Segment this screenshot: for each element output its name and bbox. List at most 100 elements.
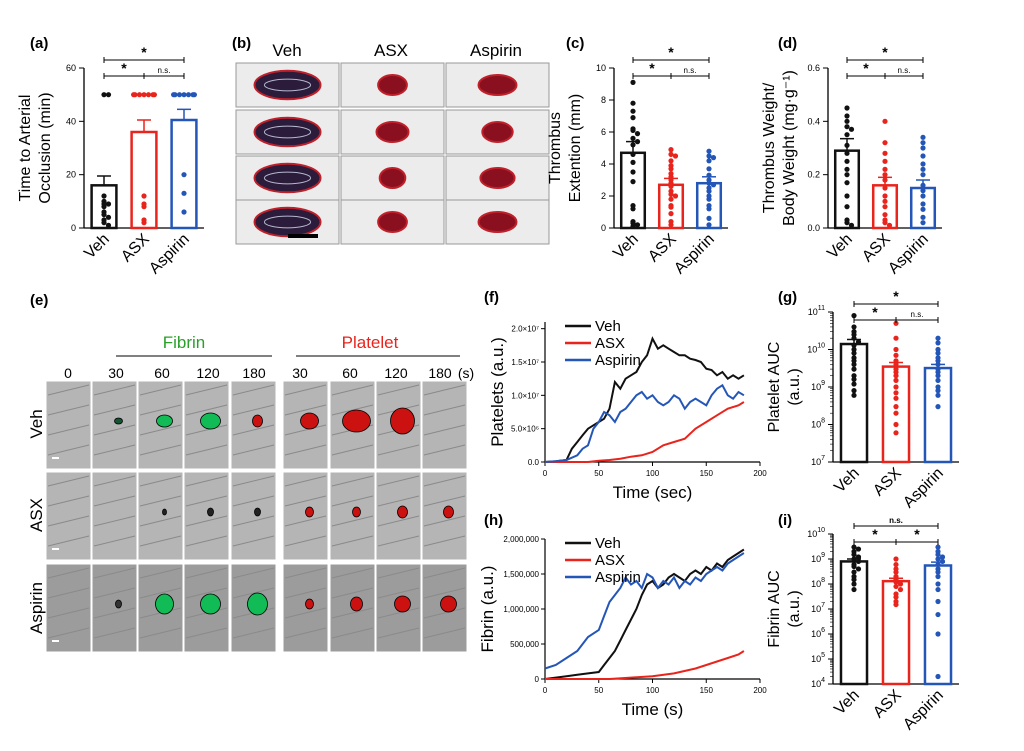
data-point-a-veh	[105, 222, 112, 228]
data-point-d-aspirin	[920, 153, 926, 159]
thrombus-signal	[252, 414, 263, 428]
data-point-i-aspirin	[935, 551, 941, 558]
data-point-g-aspirin	[935, 392, 941, 398]
data-point-d-veh	[844, 180, 850, 186]
data-point-c-asx	[668, 166, 674, 172]
data-point-a-veh	[101, 193, 107, 199]
vessel-texture	[47, 627, 90, 639]
thrombus-highlight	[263, 215, 312, 229]
thrombus-sample	[253, 162, 322, 194]
y-axis-title-g: (a.u.)	[786, 368, 803, 405]
data-point-c-aspirin	[706, 158, 712, 164]
y-axis-title-c: Extention (mm)	[567, 94, 584, 202]
y-tick-label-f: 5.0×10⁶	[511, 425, 539, 434]
data-point-d-veh	[844, 105, 850, 111]
data-point-i-veh	[851, 569, 857, 575]
data-point-c-aspirin	[706, 148, 712, 154]
data-point-d-veh	[848, 222, 855, 228]
x-tick-label-c-asx: ASX	[645, 231, 680, 266]
vessel-texture	[232, 535, 275, 547]
vessel-texture	[423, 444, 466, 456]
thrombus-signal	[200, 412, 221, 430]
data-point-a-aspirin	[181, 190, 187, 196]
data-point-c-aspirin	[706, 215, 712, 221]
sig-label-right-i: *	[914, 526, 920, 542]
data-point-d-veh	[844, 142, 850, 148]
vessel-texture	[331, 384, 374, 396]
vessel-texture	[423, 627, 466, 639]
data-point-g-veh	[851, 335, 857, 341]
photo-frame-aspirin	[445, 109, 550, 155]
x-tick-label-f: 200	[753, 469, 767, 478]
vessel-texture	[47, 404, 90, 416]
panel-e-row-asx: ASX	[27, 498, 46, 532]
thrombus-sample	[377, 74, 408, 96]
y-tick-label-a: 60	[66, 63, 76, 73]
data-point-a-veh	[101, 220, 107, 226]
data-point-d-asx	[886, 222, 893, 228]
vessel-texture	[331, 535, 374, 547]
data-point-g-asx	[893, 404, 899, 410]
vessel-texture	[232, 444, 275, 456]
sig-label-left-a: *	[121, 60, 127, 76]
y-tick-label-f: 1.0×10⁷	[511, 391, 539, 400]
thrombus-signal	[115, 599, 122, 609]
y-tick-label-g: 109	[811, 380, 825, 392]
data-point-d-veh	[844, 158, 850, 164]
vessel-texture	[139, 424, 182, 436]
sig-label-left-c: *	[649, 60, 655, 76]
y-tick-label-i: 106	[811, 627, 825, 639]
data-point-c-veh	[630, 151, 636, 157]
panel-letter-h: (h)	[484, 512, 503, 529]
data-point-i-veh	[855, 554, 862, 560]
data-point-g-aspirin	[935, 369, 941, 375]
data-point-c-veh	[630, 100, 636, 106]
x-tick-label-g-aspirin: Aspirin	[900, 465, 947, 512]
data-point-i-veh	[855, 546, 862, 552]
microscopy-frame-aspirin	[282, 563, 329, 653]
data-point-g-veh	[851, 373, 857, 379]
vessel-texture	[284, 535, 327, 547]
panel-letter-c: (c)	[566, 35, 584, 52]
data-point-d-asx	[882, 158, 888, 164]
vessel-texture	[284, 607, 327, 619]
data-point-g-asx	[893, 358, 899, 364]
vessel-texture	[47, 515, 90, 527]
vessel-texture	[331, 404, 374, 416]
y-tick-label-i: 109	[811, 552, 825, 564]
y-tick-label-d: 0.4	[807, 116, 820, 126]
data-point-a-asx	[141, 220, 147, 226]
data-point-i-aspirin	[935, 673, 941, 680]
vessel-texture	[284, 495, 327, 507]
vessel-texture	[139, 627, 182, 639]
data-point-d-asx	[882, 220, 888, 226]
data-point-d-aspirin	[920, 214, 926, 220]
data-point-c-asx	[668, 196, 674, 202]
data-point-g-aspirin	[935, 404, 941, 410]
vessel-texture	[377, 495, 420, 507]
data-point-d-asx	[882, 118, 888, 124]
thrombus-signal	[440, 595, 457, 613]
microscopy-frame-veh	[45, 380, 92, 470]
vessel-texture	[185, 567, 228, 579]
y-tick-label-c: 8	[601, 95, 606, 105]
thrombus-sample	[253, 69, 322, 101]
vessel-texture	[93, 404, 136, 416]
y-tick-label-g: 108	[811, 418, 825, 430]
data-point-i-veh	[855, 566, 862, 572]
vessel-texture	[93, 475, 136, 487]
microscopy-frame-asx	[230, 471, 277, 561]
y-axis-title-a: Occlusion (min)	[37, 92, 54, 203]
data-point-c-veh	[630, 159, 636, 165]
legend-label-f-veh: Veh	[595, 318, 621, 335]
vessel-texture	[185, 627, 228, 639]
data-point-a-veh	[105, 201, 112, 207]
x-tick-label-h: 150	[700, 686, 714, 695]
thrombus-signal	[300, 412, 319, 430]
vessel-texture	[47, 567, 90, 579]
vessel-texture	[47, 475, 90, 487]
data-point-a-asx	[141, 204, 147, 210]
data-point-a-aspirin	[181, 92, 187, 98]
data-point-d-aspirin	[920, 172, 926, 178]
y-tick-label-g: 1010	[807, 343, 825, 355]
